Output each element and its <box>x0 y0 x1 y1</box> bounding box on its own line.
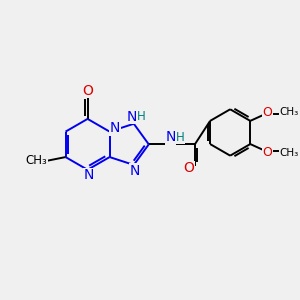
Text: CH₃: CH₃ <box>26 154 47 167</box>
Text: O: O <box>262 106 272 119</box>
Text: N: N <box>130 164 140 178</box>
Text: O: O <box>183 161 194 176</box>
Text: N: N <box>126 110 137 124</box>
Text: N: N <box>165 130 176 144</box>
Text: O: O <box>82 84 93 98</box>
Text: N: N <box>110 121 120 135</box>
Text: CH₃: CH₃ <box>279 107 298 117</box>
Text: CH₃: CH₃ <box>279 148 298 158</box>
Text: H: H <box>176 131 184 144</box>
Text: N: N <box>83 168 94 182</box>
Text: O: O <box>262 146 272 159</box>
Text: H: H <box>137 110 146 123</box>
